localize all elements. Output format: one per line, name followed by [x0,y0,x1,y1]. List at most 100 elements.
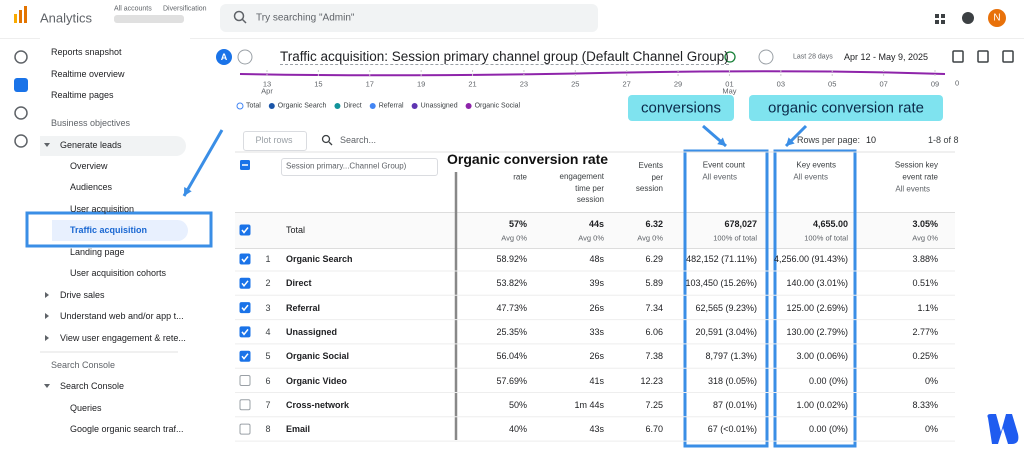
date-label: 19 [416,79,426,89]
cell: 125.00 (2.69%) [786,302,848,313]
cell: 0.25% [912,351,938,362]
checkbox-tick [241,353,249,360]
avatar-initial: N [993,12,1001,24]
dimension-select[interactable] [281,158,438,176]
column-header[interactable]: Key events [796,160,836,170]
legend-dot [411,103,418,109]
total-value: 4,655.00 [812,219,848,229]
total-sub: Avg 0% [501,233,527,243]
row-name[interactable]: Organic Video [286,375,347,386]
row-name[interactable]: Cross-network [286,399,350,410]
row-name[interactable]: Organic Search [286,254,353,264]
rail-icon [14,134,28,148]
toolbar-icon [977,50,989,63]
search-box[interactable] [220,4,598,32]
date-label: 29 [673,79,683,89]
nav-item[interactable]: Queries [70,403,102,413]
date-range-label: Last 28 days [793,53,833,61]
nav-group[interactable]: Generate leads [60,140,122,150]
column-header[interactable]: Session key event rate [894,160,938,182]
cell: 4,256.00 (91.43%) [773,254,848,264]
month-label: Apr [261,86,273,96]
nav-item[interactable]: Landing page [70,247,125,257]
date-label: 03 [776,79,786,89]
cell: 33s [589,326,604,337]
nav-section: Business objectives [51,118,131,128]
cell: 6.06 [645,326,663,337]
row-rank: 3 [265,302,271,313]
column-filter[interactable]: All events [793,172,828,182]
search-icon [241,18,247,24]
search-placeholder[interactable]: Try searching "Admin" [256,12,355,24]
plot-rows[interactable]: Plot rows [255,135,293,145]
rail-icon [14,78,28,92]
total-sub: 100% of total [713,233,757,243]
row-name[interactable]: Unassigned [286,326,338,337]
nav-item[interactable]: Reports snapshot [51,47,122,57]
total-line [239,70,946,77]
nav-item[interactable]: Traffic acquisition [70,225,148,235]
date-label: 25 [571,79,580,89]
date-label: 27 [622,79,631,89]
cell: 103,450 (15.26%) [685,278,757,289]
column-header[interactable]: engagement time per session [559,171,604,204]
plot-rows-button[interactable] [243,131,307,151]
cell: 25.35% [496,326,527,337]
row-name[interactable]: Email [286,424,311,435]
cell: 5.89 [645,278,663,289]
logo-bar [24,6,27,23]
cell: 87 (0.01%) [712,399,757,410]
checkbox [239,350,251,362]
nav-item[interactable]: Realtime overview [51,69,125,79]
checkbox [239,277,251,289]
row-rank: 7 [265,399,271,410]
total-value: 57% [508,219,527,229]
column-header[interactable]: Session primary...Channel Group) [286,161,407,171]
report-title: Traffic acquisition: Session primary cha… [280,49,729,65]
date-label: 07 [879,79,888,89]
nav-item[interactable]: Audiences [70,182,113,192]
nav-group[interactable]: Search Console [60,381,125,391]
total-row-bg [235,212,955,249]
column-header[interactable]: rate [513,172,527,182]
account-name-blur [114,15,184,23]
nav-item[interactable]: User acquisition cohorts [70,268,167,278]
rail-icon [14,50,28,64]
cell: 2.77% [912,326,938,337]
nav-item[interactable]: User acquisition [70,204,135,214]
row-name[interactable]: Organic Social [286,351,350,362]
property-badge [216,49,232,65]
logo-bar [19,10,22,23]
nav-item[interactable]: Google organic search traf... [70,424,184,434]
nav-item[interactable]: Overview [70,161,108,171]
date-range[interactable]: Apr 12 - May 9, 2025 [844,52,929,62]
nav-group[interactable]: View user engagement & rete... [60,333,186,343]
row-name[interactable]: Direct [286,278,312,289]
toolbar-icon [952,50,964,63]
column-header[interactable]: Event count [702,160,745,170]
checkbox [239,423,251,435]
row-name[interactable]: Referral [286,302,321,313]
checkbox-tick [241,304,249,312]
annotation-arrowhead [184,187,192,196]
cell: 57.69% [496,375,527,386]
row-rank: 6 [265,375,271,386]
column-header[interactable]: Events per session [635,160,663,193]
cell: 20,591 (3.04%) [695,326,757,337]
group-bg [40,136,186,156]
nav-group[interactable]: Understand web and/or app t... [60,311,184,321]
column-filter[interactable]: All events [702,172,737,182]
cell: 47.73% [496,302,527,313]
table-search[interactable]: Search... [340,135,377,145]
total-label: Total [286,225,306,235]
rows-per-page[interactable]: 10 [866,135,877,145]
nav-group[interactable]: Drive sales [60,290,105,300]
cell: 39s [589,278,604,289]
legend-label: Unassigned [420,102,458,110]
nav-item[interactable]: Realtime pages [51,90,114,100]
checkbox [239,375,251,386]
cell: 140.00 (3.01%) [786,278,848,289]
cell: 56.04% [496,351,527,362]
column-filter[interactable]: All events [895,184,930,194]
